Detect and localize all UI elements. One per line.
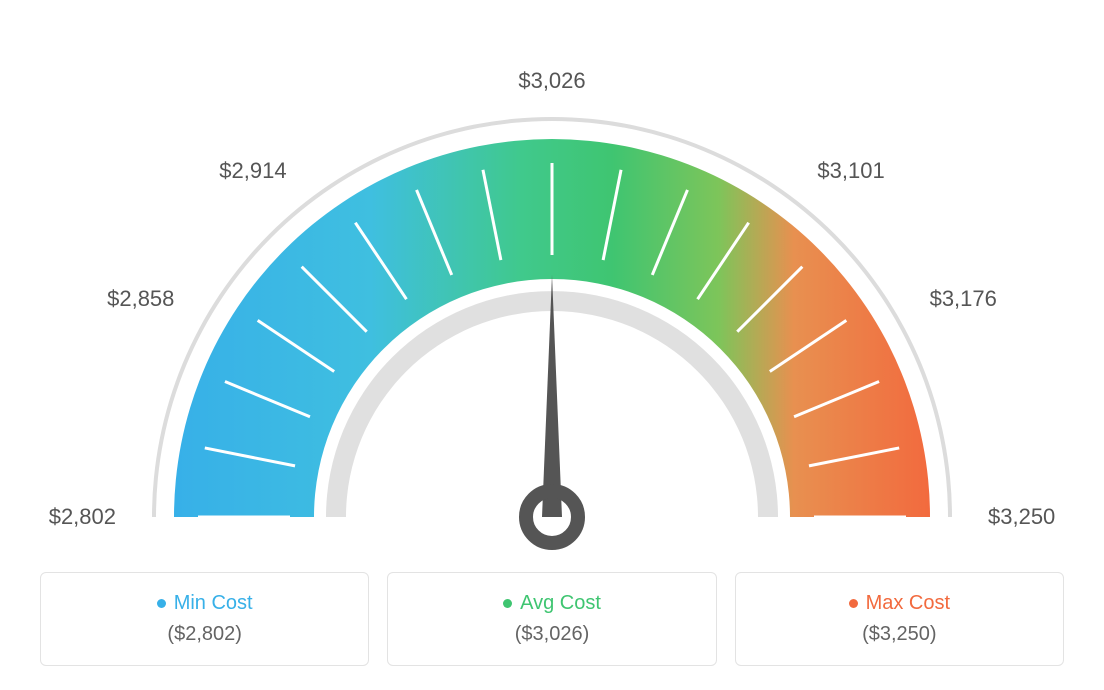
legend-dot-avg	[503, 599, 512, 608]
legend-dot-max	[849, 599, 858, 608]
legend-title-max: Max Cost	[849, 592, 950, 615]
gauge-scale-label: $3,250	[988, 504, 1055, 530]
legend-label-max: Max Cost	[866, 592, 950, 615]
legend-card-avg: Avg Cost ($3,026)	[387, 572, 716, 666]
gauge-scale-label: $2,858	[107, 286, 174, 312]
gauge-scale-label: $3,101	[817, 158, 884, 184]
gauge-scale-label: $2,914	[219, 158, 286, 184]
legend-card-min: Min Cost ($2,802)	[40, 572, 369, 666]
legend-row: Min Cost ($2,802) Avg Cost ($3,026) Max …	[0, 560, 1104, 690]
legend-value-max: ($3,250)	[862, 623, 937, 646]
legend-value-avg: ($3,026)	[515, 623, 590, 646]
gauge-area: $2,802 $2,858 $2,914 $3,026 $3,101 $3,176 $3,2…	[0, 0, 1104, 553]
legend-card-max: Max Cost ($3,250)	[735, 572, 1064, 666]
legend-label-avg: Avg Cost	[520, 592, 601, 615]
legend-title-min: Min Cost	[157, 592, 253, 615]
gauge-scale-label: $2,802	[49, 504, 116, 530]
legend-title-avg: Avg Cost	[503, 592, 601, 615]
legend-dot-min	[157, 599, 166, 608]
cost-gauge-chart: $2,802 $2,858 $2,914 $3,026 $3,101 $3,176 $3,2…	[0, 0, 1104, 690]
gauge-scale-label: $3,176	[930, 286, 997, 312]
legend-label-min: Min Cost	[174, 592, 253, 615]
legend-value-min: ($2,802)	[167, 623, 242, 646]
gauge-scale-label: $3,026	[518, 68, 585, 94]
gauge-svg	[72, 52, 1032, 572]
